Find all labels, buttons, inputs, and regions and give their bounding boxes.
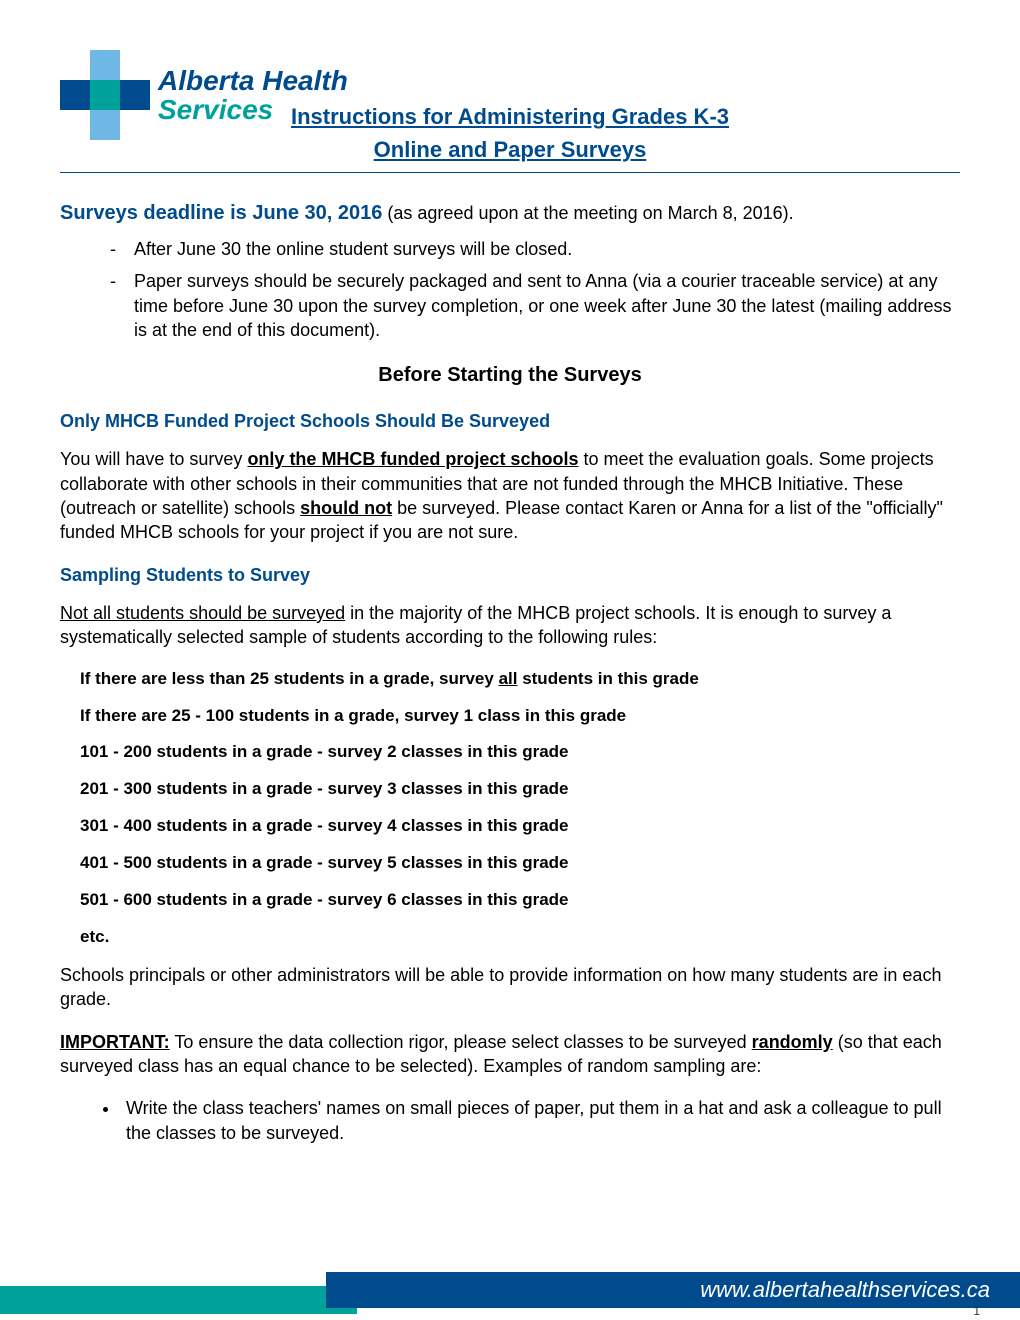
text-bold-underline: only the MHCB funded project schools [247,449,578,469]
ahs-logo-text: Alberta Health Services [158,66,348,125]
title-line1: Instructions for Administering Grades K-… [291,104,729,129]
content: Surveys deadline is June 30, 2016 (as ag… [60,200,960,1145]
list-item: Write the class teachers' names on small… [120,1096,960,1145]
header: Alberta Health Services Instructions for… [60,40,960,170]
text-bold-underline: randomly [752,1032,833,1052]
deadline-bold: Surveys deadline is June 30, 2016 [60,202,382,224]
deadline-line: Surveys deadline is June 30, 2016 (as ag… [60,200,960,227]
footer-green-bar [0,1286,357,1314]
page-number: 1 [973,1304,980,1318]
after-rules: Schools principals or other administrato… [60,963,960,1012]
brand-line2: Services [158,95,348,124]
text-bold-underline: should not [300,498,392,518]
sub1-para: You will have to survey only the MHCB fu… [60,447,960,544]
deadline-list: After June 30 the online student surveys… [110,237,960,342]
footer-blue-bar: www.albertahealthservices.ca [326,1272,1020,1308]
rule: 401 - 500 students in a grade - survey 5… [80,852,960,875]
rule: If there are less than 25 students in a … [80,668,960,691]
important-label: IMPORTANT: [60,1032,170,1052]
brand-line1: Alberta Health [158,66,348,95]
rule: 201 - 300 students in a grade - survey 3… [80,778,960,801]
text: You will have to survey [60,449,247,469]
ahs-logo-mark [60,50,150,140]
rule: 301 - 400 students in a grade - survey 4… [80,815,960,838]
text-underline: Not all students should be surveyed [60,603,345,623]
rule: 101 - 200 students in a grade - survey 2… [80,741,960,764]
ahs-logo: Alberta Health Services [60,50,348,140]
sub1-heading: Only MHCB Funded Project Schools Should … [60,409,960,433]
deadline-rest: (as agreed upon at the meeting on March … [382,203,793,223]
text: If there are less than 25 students in a … [80,669,499,688]
rules-list: If there are less than 25 students in a … [80,668,960,950]
footer-url: www.albertahealthservices.ca [700,1277,990,1303]
title-rule [60,172,960,173]
rule: If there are 25 - 100 students in a grad… [80,705,960,728]
doc-title: Instructions for Administering Grades K-… [291,100,729,166]
footer: www.albertahealthservices.ca 1 [0,1264,1020,1320]
text: students in this grade [517,669,698,688]
rule: etc. [80,926,960,949]
text-underline: all [499,669,518,688]
important-para: IMPORTANT: To ensure the data collection… [60,1030,960,1079]
list-item: Paper surveys should be securely package… [110,269,960,342]
title-line2: Online and Paper Surveys [374,137,647,162]
list-item: After June 30 the online student surveys… [110,237,960,261]
rule: 501 - 600 students in a grade - survey 6… [80,889,960,912]
sub2-heading: Sampling Students to Survey [60,563,960,587]
text: To ensure the data collection rigor, ple… [170,1032,752,1052]
bullet-list: Write the class teachers' names on small… [120,1096,960,1145]
document-page: Alberta Health Services Instructions for… [0,0,1020,1145]
before-heading: Before Starting the Surveys [60,362,960,389]
sub2-intro: Not all students should be surveyed in t… [60,601,960,650]
